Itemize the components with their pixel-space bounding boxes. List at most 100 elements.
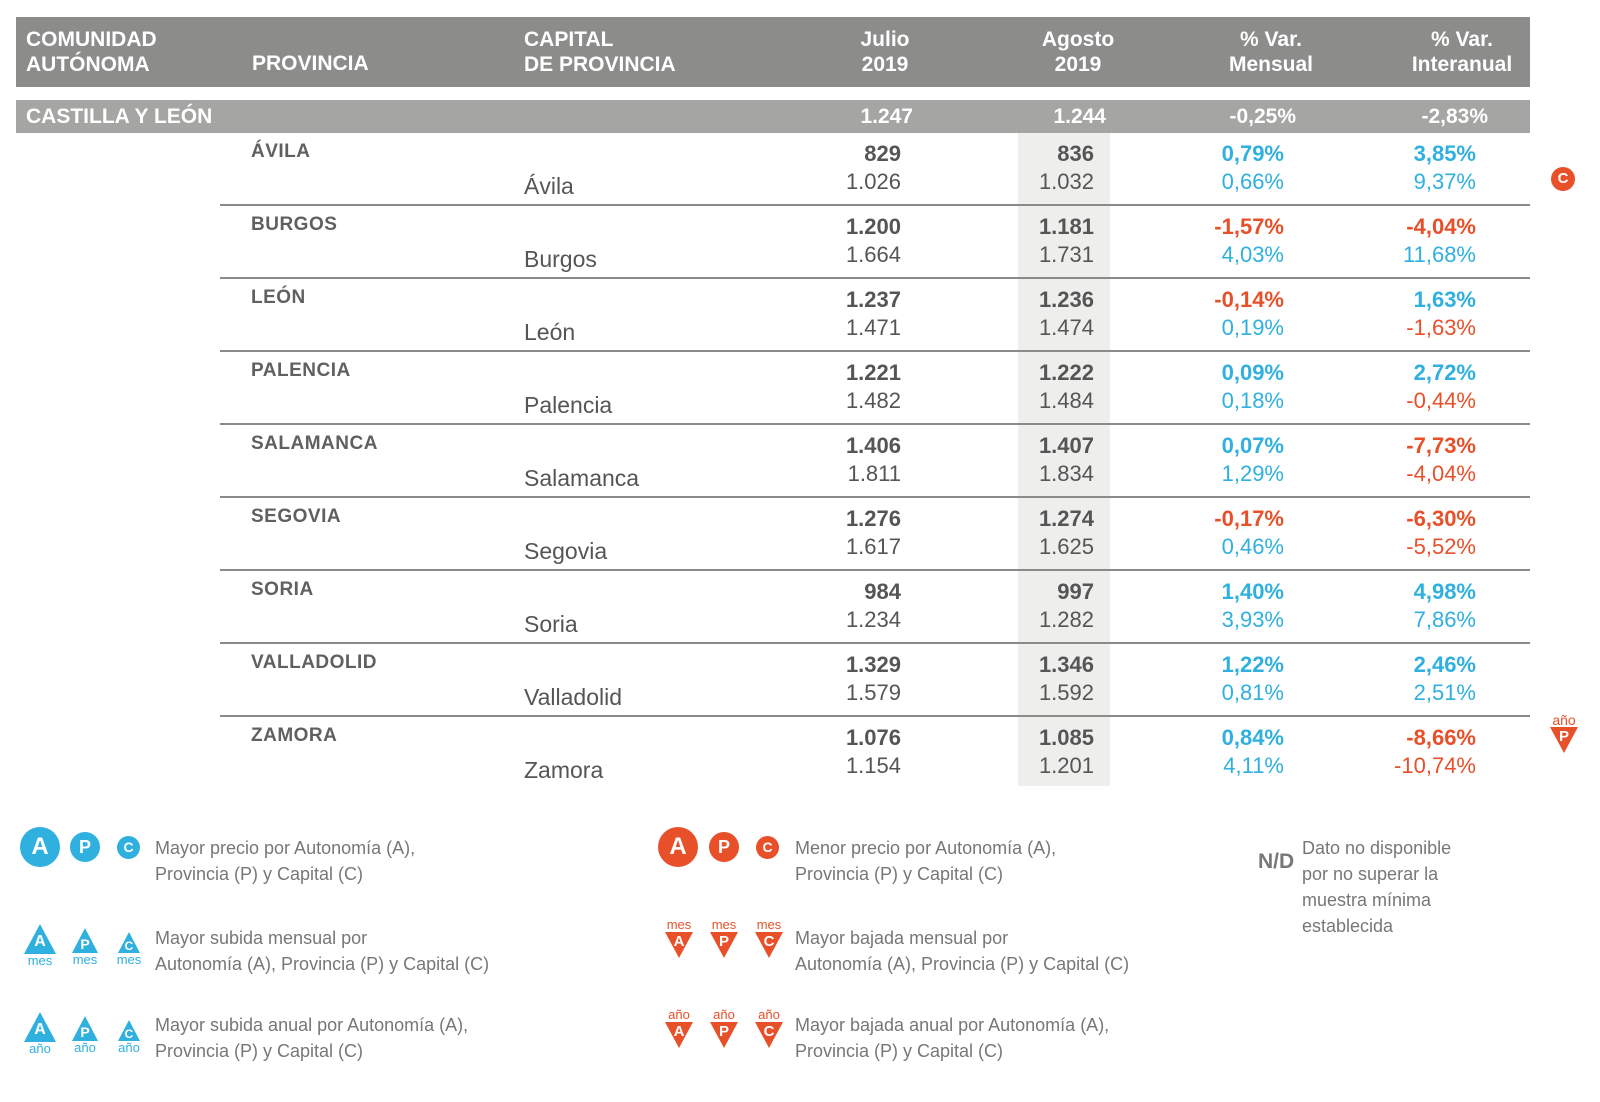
province-var-mensual: 0,07% xyxy=(1221,433,1284,458)
table-row: ZAMORA Zamora 1.076 1.085 0,84% -8,66% 1.154 1.… xyxy=(220,717,1530,790)
autonomia-julio: 1.247 xyxy=(860,105,913,128)
blue-circle-c-icon: C xyxy=(117,836,140,859)
province-name: ÁVILA xyxy=(251,141,311,162)
blue-triangle-a-mes-icon: A mes xyxy=(22,924,58,968)
province-var-mensual: 1,22% xyxy=(1221,652,1284,677)
capital-var-interanual: -10,74% xyxy=(1394,753,1476,778)
autonomia-row: CASTILLA Y LEÓN 1.247 1.244 -0,25% -2,83… xyxy=(16,100,1530,133)
province-name: BURGOS xyxy=(251,214,338,235)
blue-triangle-a-ano-icon: A año xyxy=(22,1012,58,1056)
blue-triangle-p-mes-icon: P mes xyxy=(68,928,102,967)
capital-agosto: 1.032 xyxy=(1038,169,1094,194)
legend-mayor-precio: Mayor precio por Autonomía (A), Provinci… xyxy=(155,838,416,884)
capital-var-interanual: 9,37% xyxy=(1413,169,1476,194)
province-var-mensual: 0,09% xyxy=(1221,360,1284,385)
capital-var-interanual: -5,52% xyxy=(1406,534,1476,559)
red-triangle-p-mes-icon: mes P xyxy=(707,918,741,958)
table-row: PALENCIA Palencia 1.221 1.222 0,09% 2,72% 1.48… xyxy=(220,352,1530,425)
table-row: BURGOS Burgos 1.200 1.181 -1,57% -4,04% 1.664 1… xyxy=(220,206,1530,279)
table-row: SORIA Soria 984 997 1,40% 4,98% 1.234 1.282 3,93… xyxy=(220,571,1530,644)
capital-var-mensual: 0,81% xyxy=(1221,680,1284,705)
legend-nd-text: Dato no disponible por no superar la mue… xyxy=(1302,838,1452,936)
province-julio: 829 xyxy=(864,141,901,166)
red-triangle-c-ano-icon: año C xyxy=(752,1008,786,1048)
capital-name: Burgos xyxy=(524,246,597,272)
capital-name: Palencia xyxy=(524,392,613,418)
province-julio: 1.076 xyxy=(845,725,901,750)
header-julio: Julio 2019 xyxy=(860,28,910,76)
capital-name: Soria xyxy=(524,611,578,637)
blue-triangle-c-ano-icon: C año xyxy=(112,1020,146,1055)
autonomia-var-mensual: -0,25% xyxy=(1229,105,1296,128)
province-var-interanual: 1,63% xyxy=(1413,287,1476,312)
province-julio: 1.406 xyxy=(845,433,901,458)
capital-julio: 1.664 xyxy=(845,242,901,267)
province-var-mensual: -0,17% xyxy=(1214,506,1284,531)
province-var-mensual: -0,14% xyxy=(1214,287,1284,312)
nd-label: N/D xyxy=(1258,850,1295,873)
province-var-interanual: -8,66% xyxy=(1406,725,1476,750)
province-agosto: 1.407 xyxy=(1038,433,1094,458)
table-row: ÁVILA Ávila 829 836 0,79% 3,85% 1.026 1.032 0,66… xyxy=(220,133,1530,206)
capital-var-mensual: 1,29% xyxy=(1221,461,1284,486)
province-name: SORIA xyxy=(251,579,314,600)
blue-circle-p-icon: P xyxy=(70,832,100,862)
header-provincia: PROVINCIA xyxy=(252,52,369,75)
province-agosto: 836 xyxy=(1057,141,1094,166)
capital-var-interanual: 2,51% xyxy=(1413,680,1476,705)
legend-mayor-bajada-anual: Mayor bajada anual por Autonomía (A), Pr… xyxy=(795,1015,1110,1061)
capital-julio: 1.579 xyxy=(845,680,901,705)
agosto-column-shade xyxy=(1018,133,1110,786)
capital-julio: 1.154 xyxy=(845,753,901,778)
capital-name: Salamanca xyxy=(524,465,640,491)
province-name: LEÓN xyxy=(251,287,306,308)
legend-mayor-bajada-mensual: Mayor bajada mensual por Autonomía (A), … xyxy=(795,928,1130,974)
province-julio: 1.329 xyxy=(845,652,901,677)
autonomia-var-interanual: -2,83% xyxy=(1421,105,1488,128)
capital-var-interanual: 11,68% xyxy=(1403,242,1476,267)
table-row: VALLADOLID Valladolid 1.329 1.346 1,22% 2,46%… xyxy=(220,644,1530,717)
capital-julio: 1.026 xyxy=(845,169,901,194)
capital-name: Zamora xyxy=(524,757,604,783)
header-agosto: Agosto 2019 xyxy=(1041,28,1115,76)
menor-precio-capital-marker: C xyxy=(1551,167,1575,191)
province-name: SALAMANCA xyxy=(251,433,378,454)
capital-var-interanual: 7,86% xyxy=(1413,607,1476,632)
table-row: SALAMANCA Salamanca 1.406 1.407 0,07% -7,73% 1… xyxy=(220,425,1530,498)
province-agosto: 1.274 xyxy=(1038,506,1094,531)
marker-ano-letter: P xyxy=(1558,728,1569,745)
capital-var-interanual: -0,44% xyxy=(1406,388,1476,413)
province-var-interanual: -7,73% xyxy=(1406,433,1476,458)
capital-agosto: 1.474 xyxy=(1038,315,1094,340)
capital-agosto: 1.484 xyxy=(1038,388,1094,413)
capital-agosto: 1.201 xyxy=(1038,753,1094,778)
province-agosto: 1.346 xyxy=(1038,652,1094,677)
capital-var-interanual: -1,63% xyxy=(1406,315,1476,340)
red-triangle-c-mes-icon: mes C xyxy=(752,918,786,958)
mayor-bajada-anual-provincia-marker: año P xyxy=(1548,713,1580,753)
province-agosto: 997 xyxy=(1057,579,1094,604)
red-circle-p-icon: P xyxy=(709,832,739,862)
province-var-mensual: 0,84% xyxy=(1221,725,1284,750)
header-comunidad: COMUNIDAD AUTÓNOMA xyxy=(26,28,157,76)
capital-julio: 1.617 xyxy=(845,534,901,559)
province-name: SEGOVIA xyxy=(251,506,342,527)
blue-triangle-c-mes-icon: C mes xyxy=(112,932,146,967)
province-julio: 1.221 xyxy=(845,360,901,385)
province-julio: 1.237 xyxy=(845,287,901,312)
capital-var-mensual: 0,19% xyxy=(1221,315,1284,340)
capital-var-mensual: 4,11% xyxy=(1223,753,1284,778)
province-var-interanual: 2,46% xyxy=(1413,652,1476,677)
header-var-interanual: % Var. Interanual xyxy=(1411,28,1513,76)
province-agosto: 1.181 xyxy=(1038,214,1094,239)
capital-name: León xyxy=(524,319,576,345)
province-name: ZAMORA xyxy=(251,725,338,746)
capital-julio: 1.811 xyxy=(847,461,901,486)
province-julio: 1.200 xyxy=(845,214,901,239)
red-triangle-a-mes-icon: mes A xyxy=(662,918,696,958)
marker-ano-label: año xyxy=(1552,712,1576,728)
table-header: COMUNIDAD AUTÓNOMA PROVINCIA CAPITAL DE … xyxy=(16,17,1530,87)
capital-julio: 1.471 xyxy=(845,315,901,340)
table-row: LEÓN León 1.237 1.236 -0,14% 1,63% 1.471 1.474 0… xyxy=(220,279,1530,352)
province-var-mensual: 1,40% xyxy=(1221,579,1284,604)
